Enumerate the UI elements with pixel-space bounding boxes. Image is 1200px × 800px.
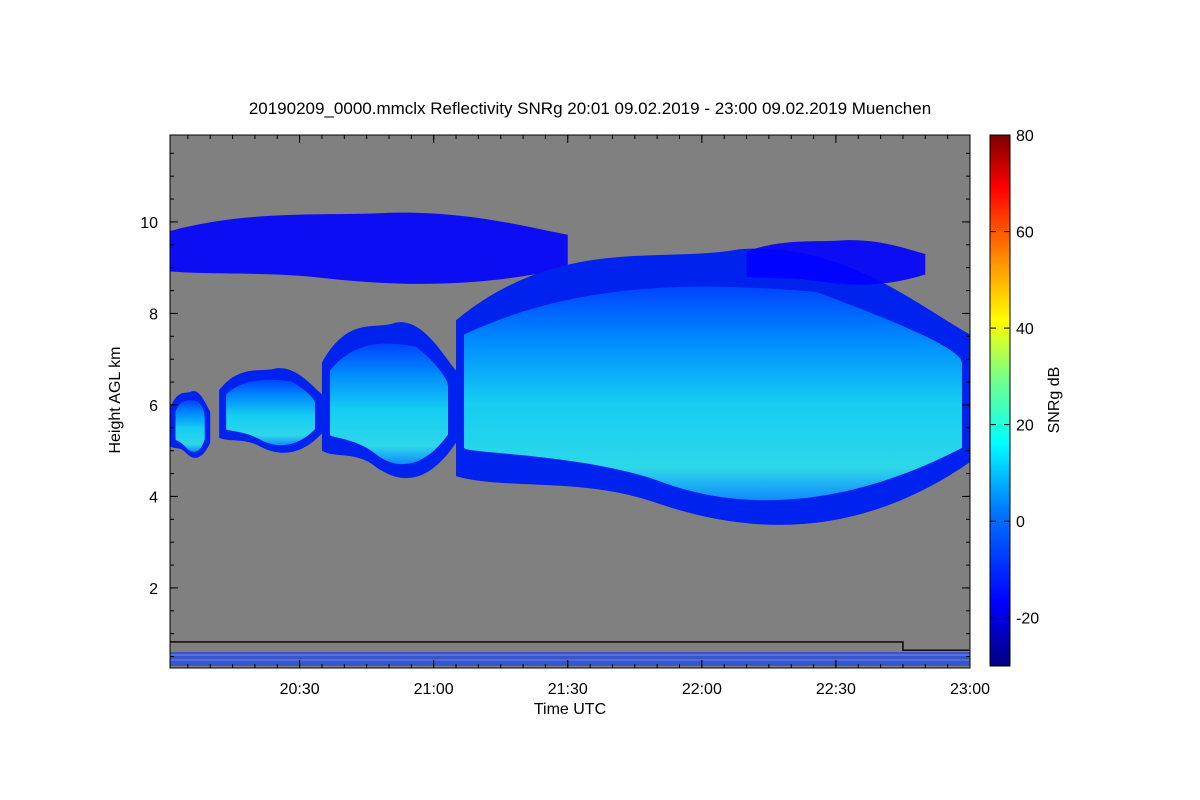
colorbar-tick-label: 20 — [1016, 418, 1034, 435]
plot-frame — [169, 134, 971, 669]
x-axis-label: Time UTC — [534, 701, 606, 718]
echo-layer — [170, 212, 970, 525]
colorbar-ticks: -20 0 20 40 60 80 — [990, 128, 1039, 628]
x-tick-label: 20:30 — [280, 681, 320, 698]
y-tick-label: 6 — [149, 398, 158, 415]
x-tick-label: 22:30 — [816, 681, 856, 698]
echo-region — [170, 212, 568, 284]
echo-region — [746, 240, 926, 285]
boundary-layer-line — [170, 641, 970, 651]
y-tick-label: 4 — [149, 489, 158, 506]
ground-clutter-band — [170, 652, 970, 666]
y-tick-label: 10 — [140, 215, 158, 232]
colorbar-tick-label: 60 — [1016, 225, 1034, 242]
colorbar-tick-label: 0 — [1016, 514, 1025, 531]
y-axis: 2 4 6 8 10 — [140, 152, 970, 658]
colorbar-label: SNRg dB — [1046, 367, 1063, 434]
colorbar-tick-label: -20 — [1016, 611, 1039, 628]
y-tick-label: 2 — [149, 581, 158, 598]
colorbar-tick-label: 80 — [1016, 128, 1034, 145]
x-tick-label: 21:00 — [414, 681, 454, 698]
plot-area — [170, 135, 970, 668]
x-tick-label: 21:30 — [548, 681, 588, 698]
x-tick-label: 23:00 — [950, 681, 990, 698]
chart-title: 20190209_0000.mmclx Reflectivity SNRg 20… — [249, 99, 931, 118]
colorbar — [989, 134, 1011, 667]
colorbar-tick-label: 40 — [1016, 321, 1034, 338]
y-axis-label: Height AGL km — [107, 346, 124, 453]
x-axis: 20:30 21:00 21:30 22:00 22:30 23:00 — [187, 135, 990, 698]
y-tick-label: 8 — [149, 306, 158, 323]
x-tick-label: 22:00 — [682, 681, 722, 698]
